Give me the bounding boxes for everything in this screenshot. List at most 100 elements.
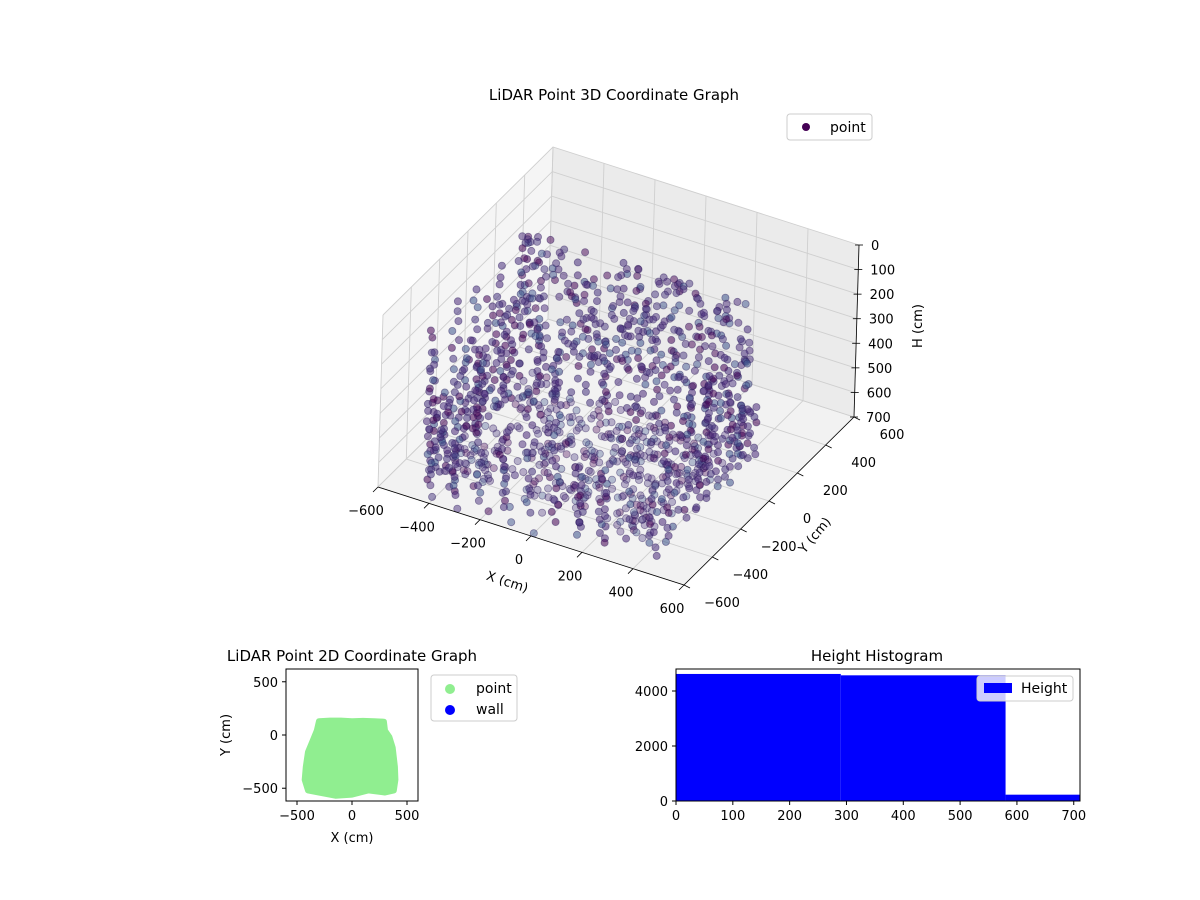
chart-3d-point <box>710 363 719 372</box>
chart-3d-point <box>606 433 615 442</box>
chart-3d-point <box>663 503 672 512</box>
chart-3d-x-tick <box>372 486 379 493</box>
chart-3d-point <box>558 328 567 337</box>
chart-3d-point <box>537 447 546 456</box>
chart-3d-point <box>615 422 624 431</box>
histogram-title: Height Histogram <box>811 647 943 665</box>
chart-3d-point <box>650 397 659 406</box>
chart-3d-point <box>600 538 609 547</box>
chart-3d-point <box>679 493 688 502</box>
chart-3d-point <box>449 481 458 490</box>
chart-3d-point <box>589 410 598 419</box>
chart-3d-point <box>425 425 434 434</box>
chart-3d-point <box>664 531 673 540</box>
chart-3d-point <box>667 313 676 322</box>
chart-3d-point <box>581 424 590 433</box>
chart-3d-point <box>454 317 463 326</box>
chart-3d-point <box>733 297 742 306</box>
chart-3d-point <box>561 493 570 502</box>
chart-3d-point <box>629 471 638 480</box>
chart-3d-point <box>518 232 527 241</box>
chart-3d-point <box>651 543 660 552</box>
chart-3d-point <box>445 398 454 407</box>
chart-3d-point <box>595 449 604 458</box>
chart-3d-point <box>518 440 527 449</box>
chart-3d-point <box>474 496 483 505</box>
chart-3d-point <box>663 477 672 486</box>
chart-3d-point <box>715 371 724 380</box>
chart-3d-point <box>718 335 727 344</box>
chart-3d-point <box>565 413 574 422</box>
chart-3d-point <box>704 397 713 406</box>
chart-3d-point <box>451 460 460 469</box>
chart-3d-point <box>576 491 585 500</box>
chart-3d-point <box>474 420 483 429</box>
chart-3d-point <box>651 481 660 490</box>
chart-3d-point <box>632 425 641 434</box>
chart-3d-point <box>542 380 551 389</box>
chart-3d-point <box>523 405 532 414</box>
chart-3d-point <box>552 259 561 268</box>
chart-3d-x-tick-label: 0 <box>515 553 523 568</box>
chart-3d-point <box>544 493 553 502</box>
chart-3d-h-tick-label: 500 <box>867 362 892 377</box>
chart-3d-point <box>567 486 576 495</box>
chart-3d-point <box>630 510 639 519</box>
chart-3d-point <box>423 450 432 459</box>
histogram-legend-label: Height <box>1021 681 1068 697</box>
chart-3d-point <box>537 380 546 389</box>
chart-3d-x-tick-label: −400 <box>399 520 435 535</box>
chart-3d-x-tick <box>576 552 583 558</box>
chart-3d-y-tick-label: −400 <box>732 568 768 583</box>
chart-3d-point <box>720 363 729 372</box>
chart-3d-point <box>473 470 482 479</box>
chart-3d-point <box>672 289 681 298</box>
chart-3d-point <box>483 470 492 479</box>
chart-3d-point <box>707 421 716 430</box>
chart-3d-point <box>557 444 566 453</box>
chart-3d-point <box>653 385 662 394</box>
chart-3d-point <box>738 404 747 413</box>
chart-3d-point <box>675 469 684 478</box>
chart-3d-point <box>463 467 472 476</box>
chart-3d-point <box>605 459 614 468</box>
chart-2d-y-tick-label: 500 <box>253 676 278 691</box>
chart-3d-point <box>636 317 645 326</box>
chart-3d-point <box>536 410 545 419</box>
chart-3d-point <box>743 422 752 431</box>
chart-3d-point <box>550 395 559 404</box>
chart-3d-point <box>526 490 535 499</box>
chart-3d-point <box>619 472 628 481</box>
chart-3d-point <box>679 285 688 294</box>
chart-3d-point <box>450 388 459 397</box>
chart-3d-point <box>643 479 652 488</box>
chart-3d-point <box>554 347 563 356</box>
chart-3d-point <box>685 484 694 493</box>
chart-3d-gridline-h <box>381 195 858 365</box>
histogram-legend-frame <box>976 675 1074 702</box>
chart-3d-point <box>533 485 542 494</box>
chart-3d-point <box>492 358 501 367</box>
chart-3d-point <box>682 441 691 450</box>
chart-3d-point <box>690 439 699 448</box>
chart-3d-point <box>653 412 662 421</box>
chart-3d-point <box>603 271 612 280</box>
chart-3d-h-tick-label: 300 <box>869 313 894 328</box>
chart-3d-x-tick-label: 600 <box>660 602 685 617</box>
chart-3d-point <box>537 410 546 419</box>
chart-3d-point <box>508 346 517 355</box>
chart-3d-point <box>560 336 569 345</box>
chart-3d-point <box>736 335 745 344</box>
chart-3d-point <box>462 413 471 422</box>
chart-3d-point <box>587 414 596 423</box>
chart-3d-point <box>648 361 657 370</box>
chart-3d-point <box>584 466 593 475</box>
chart-3d-point <box>688 445 697 454</box>
chart-3d-point <box>547 365 556 374</box>
chart-3d-point <box>651 480 660 489</box>
chart-3d-point <box>600 505 609 514</box>
chart-3d-point <box>556 442 565 451</box>
chart-3d-point <box>489 402 498 411</box>
chart-3d-point <box>670 462 679 471</box>
chart-3d-point <box>571 469 580 478</box>
